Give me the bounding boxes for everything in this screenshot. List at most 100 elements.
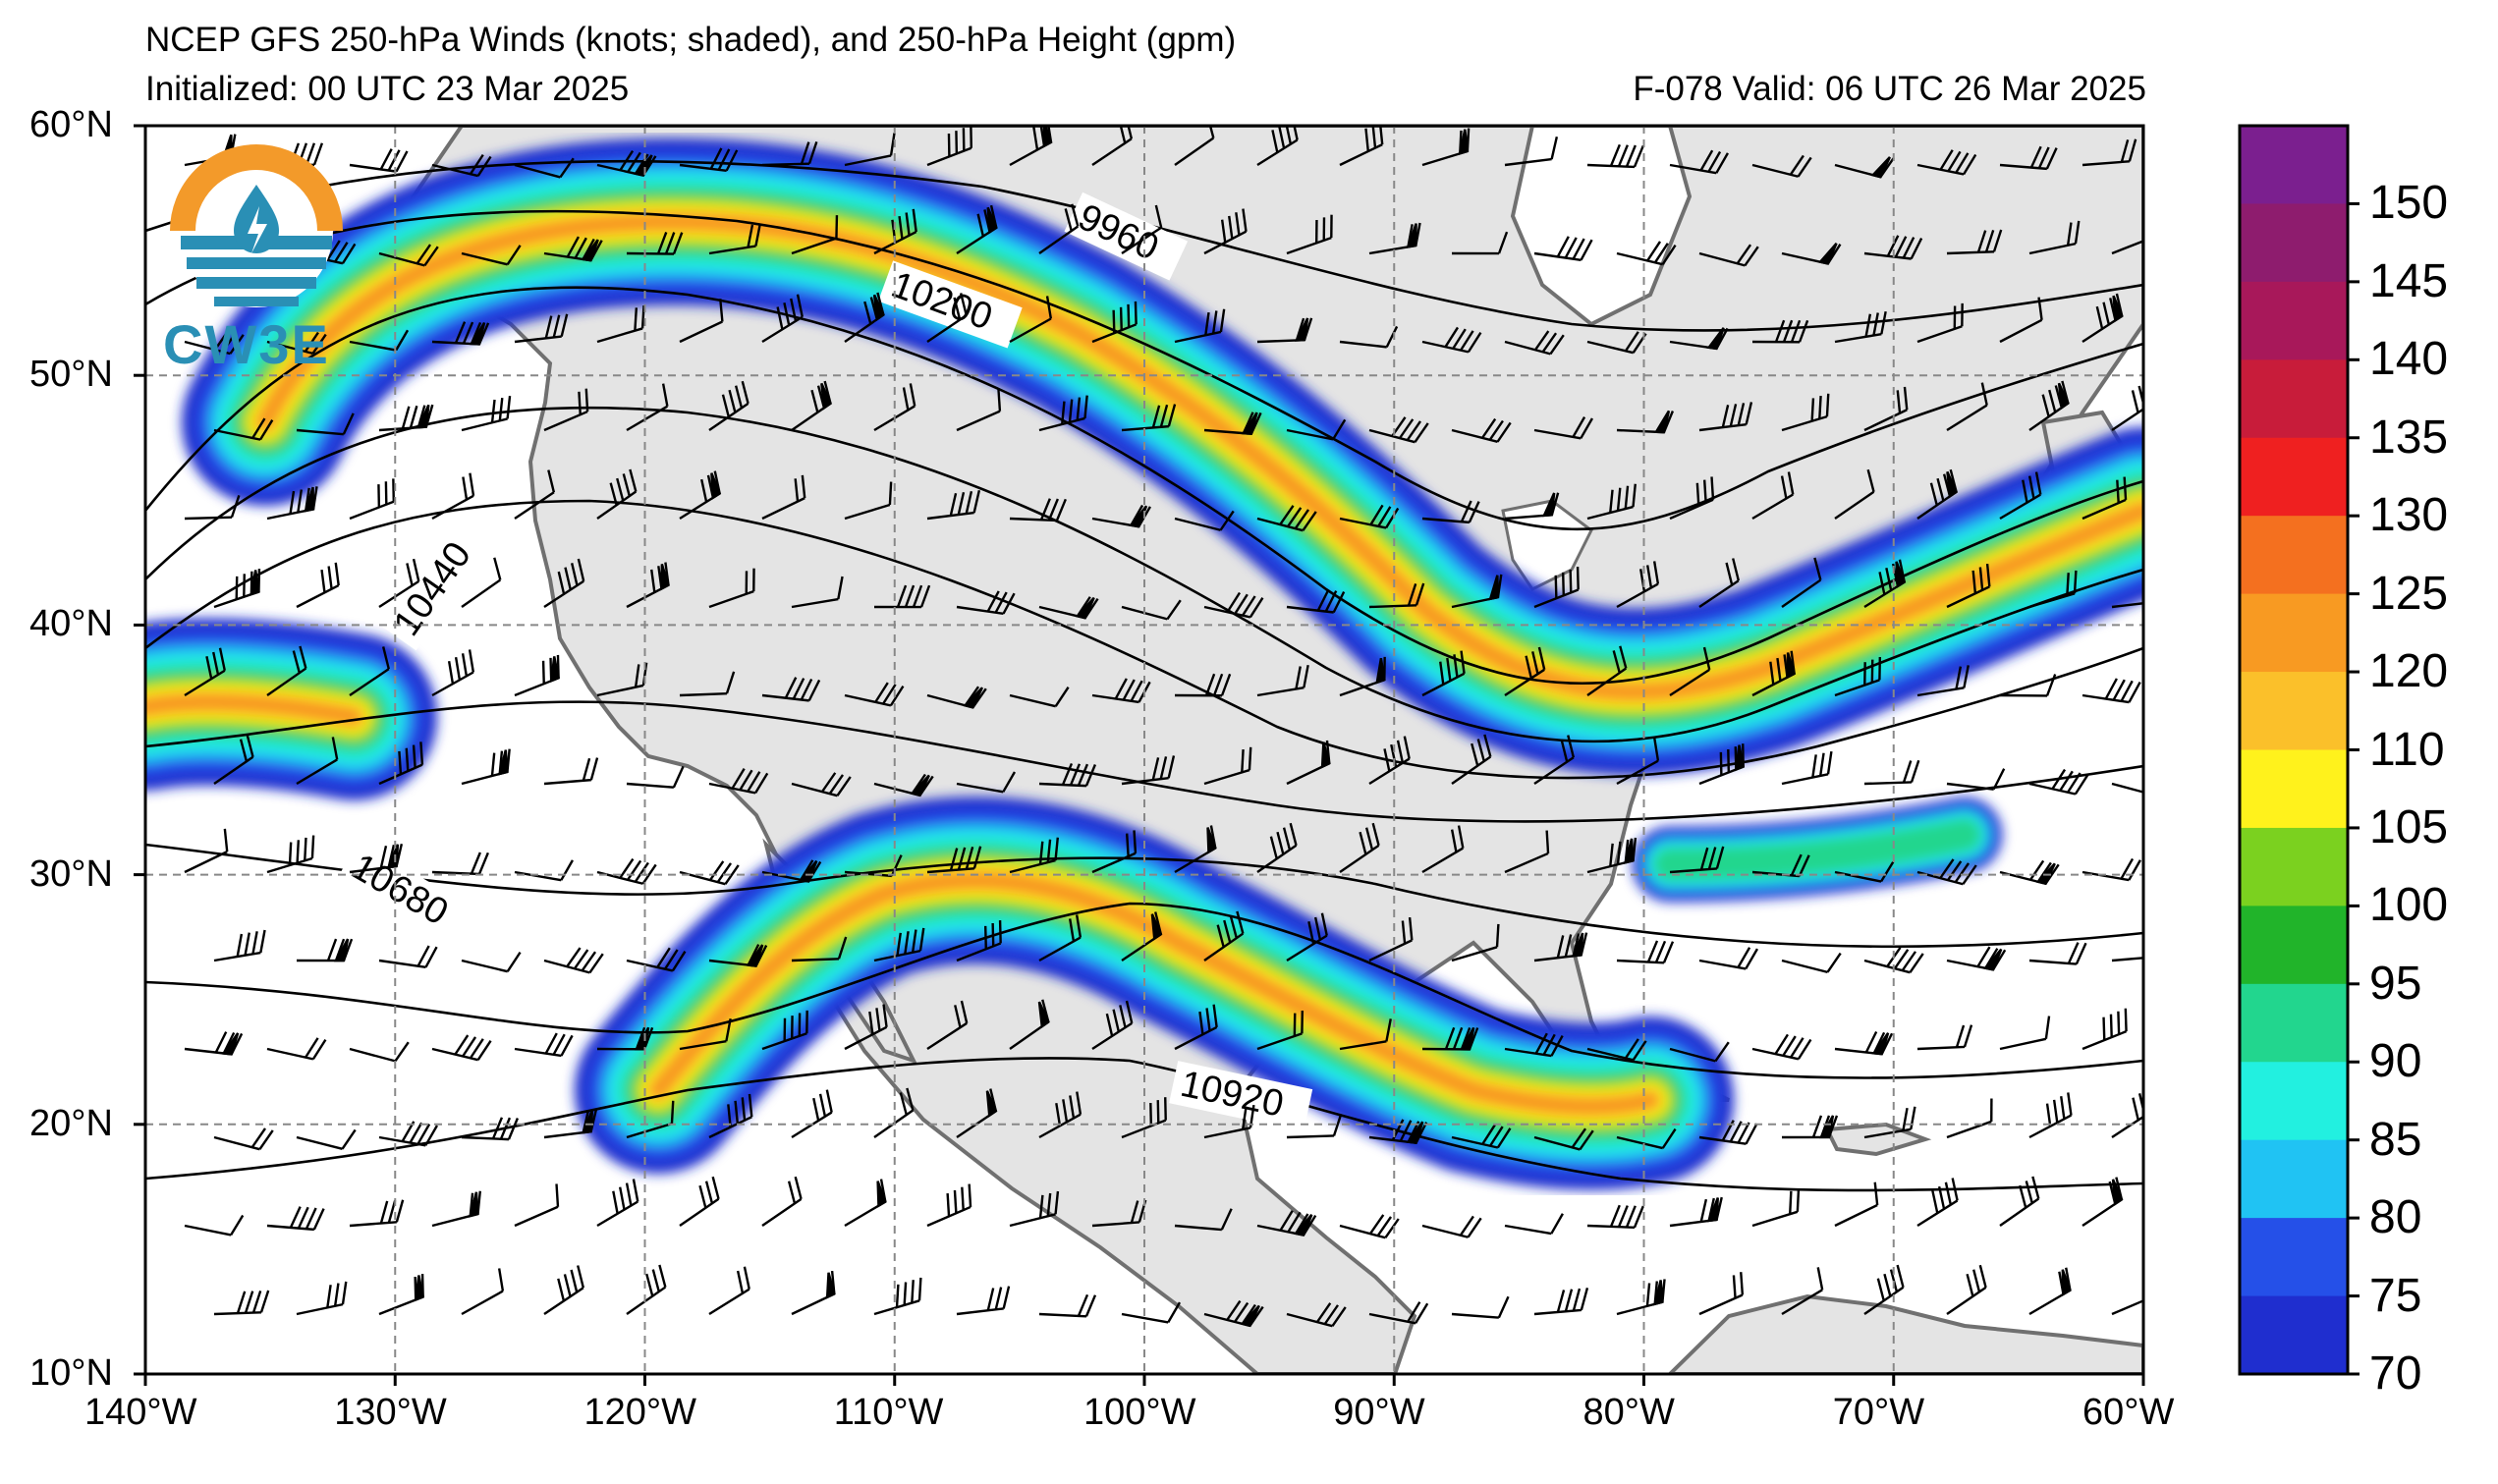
wind-barb [1421,1215,1482,1238]
wind-barb [596,1179,639,1228]
colorbar-segment [2240,593,2348,673]
colorbar-label: 105 [2369,800,2449,853]
wind-barb [1669,476,1715,521]
wind-barb [1009,837,1059,874]
wind-barb [1916,1024,1973,1051]
wind-barb [1421,326,1482,354]
wind-barb [956,388,1002,432]
wind-barb [1586,1038,1647,1062]
wind-barb [1091,830,1138,874]
wind-barb [1451,734,1492,785]
wind-barb [1339,325,1399,349]
wind-barb [378,244,439,267]
wind-barb [1038,1293,1097,1318]
wind-barb [1999,674,2057,697]
wind-barb [296,412,355,436]
lat-label: 60°N [29,104,113,145]
wind-barb [184,828,229,874]
wind-barb [1174,1208,1233,1232]
wind-barb [184,647,226,697]
wind-barb [349,329,410,352]
wind-barb [2028,570,2078,609]
wind-barb [1916,302,1964,344]
wind-barb [1999,1176,2040,1227]
wind-barb [514,654,560,697]
wind-barb [1009,999,1050,1050]
wind-barb [2082,678,2141,704]
wind-barb [1451,231,1509,255]
wind-barb [1863,386,1909,432]
lon-label: 100°W [1083,1392,1196,1433]
wind-barb [1121,1301,1182,1324]
wind-barb [1009,498,1067,522]
wind-barb [1863,1264,1905,1315]
wind-barb [1421,825,1465,874]
wind-barb [1616,241,1677,266]
wind-barb [1504,646,1546,697]
wind-barb [2082,138,2137,167]
wind-barb [1616,561,1660,609]
wind-barb [679,1017,732,1051]
wind-barb [1368,916,1414,962]
wind-barb [1174,308,1226,344]
wind-barb [1038,596,1099,620]
wind-barb [1616,1279,1666,1316]
wind-barb [543,947,604,974]
wind-barb [296,562,340,609]
wind-barb [184,495,241,521]
wind-barb [1586,645,1628,696]
wind-barb [844,682,905,707]
wind-barb [1946,768,2006,791]
jet-shading-band [1653,818,1981,881]
wind-barb [1174,510,1235,531]
wind-barb [461,748,511,786]
cw3e-logo [170,144,343,307]
wind-barb [1669,646,1711,697]
wind-barb [844,292,885,343]
wind-barb [378,404,434,432]
wind-barb [431,153,492,178]
wind-barb [349,1041,410,1063]
wind-barb [761,859,822,883]
wind-barb [1669,846,1725,874]
wind-barb [1038,1091,1082,1139]
wind-barb [213,569,261,609]
lon-label: 90°W [1333,1392,1425,1433]
wind-barb [2028,1092,2073,1139]
wind-barb [296,1128,357,1150]
wind-barb [2028,220,2081,255]
colorbar [2240,126,2359,1376]
wind-barb [1504,1032,1564,1058]
wind-barb [1286,1302,1347,1328]
wind-barb [378,1274,425,1316]
lon-label: 110°W [833,1392,944,1433]
wind-barb [708,768,769,795]
colorbar-label: 110 [2369,723,2445,776]
wind-barbs [184,126,2143,1328]
wind-barb [1781,393,1830,432]
wind-barb [626,765,685,789]
wind-barb [1616,940,1675,964]
wind-barb [266,331,327,356]
wind-barb [1834,1182,1879,1228]
wind-barb [2111,1294,2143,1316]
init-time: Initialized: 00 UTC 23 Mar 2025 [145,70,630,108]
wind-barb [1451,1295,1510,1319]
wind-barb [1616,410,1675,434]
wind-barb [1533,236,1593,262]
jet-shading-band [254,210,2143,703]
wind-barb [626,232,684,255]
wind-barb [514,1183,560,1228]
colorbar-segment [2240,906,2348,985]
wind-barb [1999,471,2042,521]
colorbar-segment [2240,1218,2348,1297]
wind-barb [1009,1190,1060,1228]
axis-ticks [134,124,2145,1386]
colorbar-segment [2240,672,2348,750]
wind-barb [1999,145,2058,171]
valid-time: F-078 Valid: 06 UTC 26 Mar 2025 [1633,70,2146,108]
wind-barb [431,649,475,697]
wind-barb [1698,1272,1745,1316]
wind-barb [873,1277,922,1316]
